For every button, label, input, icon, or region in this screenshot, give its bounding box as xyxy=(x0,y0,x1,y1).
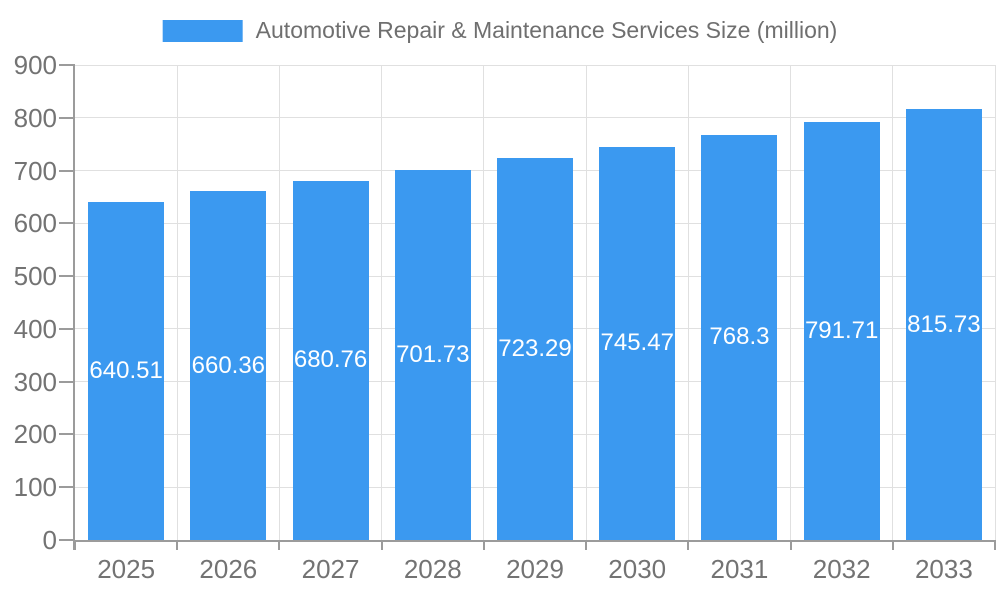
y-tick xyxy=(59,327,75,330)
y-tick-label: 300 xyxy=(13,366,57,397)
x-tick xyxy=(482,542,485,550)
x-tick-label: 2031 xyxy=(710,554,769,584)
legend-swatch xyxy=(162,19,243,42)
v-gridline xyxy=(483,65,485,540)
y-tick xyxy=(59,64,75,66)
y-tick-label: 600 xyxy=(13,208,57,239)
x-tick xyxy=(278,542,281,550)
x-tick xyxy=(994,542,996,550)
bar[interactable]: 660.36 xyxy=(190,191,267,540)
bar[interactable]: 791.71 xyxy=(803,122,880,540)
v-gridline xyxy=(176,65,178,540)
x-tick-label: 2025 xyxy=(97,554,156,584)
x-tick xyxy=(74,542,76,550)
h-gridline xyxy=(75,117,995,119)
bar[interactable]: 745.47 xyxy=(599,146,676,540)
v-gridline xyxy=(892,65,894,540)
x-axis-line xyxy=(73,540,996,542)
h-gridline xyxy=(75,64,995,66)
x-tick-label: 2026 xyxy=(199,554,258,584)
y-tick xyxy=(59,275,75,278)
bar-value-label: 768.3 xyxy=(709,323,770,351)
bar[interactable]: 701.73 xyxy=(394,169,471,540)
x-tick xyxy=(585,542,588,550)
bar-value-label: 723.29 xyxy=(498,335,572,363)
v-gridline xyxy=(381,65,383,540)
y-axis-line xyxy=(73,65,75,550)
y-tick-label: 500 xyxy=(13,261,57,292)
bar-value-label: 640.51 xyxy=(89,356,163,384)
bar-value-label: 660.36 xyxy=(191,351,266,379)
y-tick xyxy=(59,380,75,383)
bar[interactable]: 640.51 xyxy=(88,201,165,540)
v-gridline xyxy=(687,65,689,540)
x-tick-label: 2029 xyxy=(506,554,564,584)
x-tick xyxy=(789,542,792,550)
y-tick-label: 900 xyxy=(13,50,57,80)
x-tick xyxy=(891,542,894,550)
y-tick xyxy=(59,222,75,225)
y-tick xyxy=(59,433,75,436)
y-tick xyxy=(59,116,75,119)
bar[interactable]: 768.3 xyxy=(701,134,778,540)
y-tick xyxy=(59,169,75,172)
y-tick xyxy=(59,486,75,489)
bar-value-label: 791.71 xyxy=(804,317,879,345)
y-tick-label: 800 xyxy=(13,102,57,133)
x-tick-label: 2028 xyxy=(403,554,462,584)
v-gridline xyxy=(994,65,996,540)
v-gridline xyxy=(278,65,280,540)
bar[interactable]: 723.29 xyxy=(497,158,573,540)
x-tick xyxy=(380,542,383,550)
x-tick-label: 2033 xyxy=(914,554,973,584)
v-gridline xyxy=(790,65,792,540)
bar-value-label: 701.73 xyxy=(396,340,470,368)
bar-value-label: 680.76 xyxy=(293,346,368,374)
x-tick-label: 2027 xyxy=(301,554,360,584)
y-tick xyxy=(59,539,75,541)
y-tick-label: 200 xyxy=(13,419,57,450)
bar-value-label: 815.73 xyxy=(907,310,981,338)
y-tick-label: 700 xyxy=(13,155,57,186)
legend-label: Automotive Repair & Maintenance Services… xyxy=(255,17,838,43)
bar[interactable]: 815.73 xyxy=(905,109,982,540)
y-tick-label: 0 xyxy=(42,525,57,555)
bar-value-label: 745.47 xyxy=(600,329,674,357)
x-tick-label: 2030 xyxy=(608,554,667,584)
legend[interactable]: Automotive Repair & Maintenance Services… xyxy=(162,17,838,44)
y-tick-label: 100 xyxy=(13,472,57,503)
bar[interactable]: 680.76 xyxy=(292,180,369,540)
x-tick xyxy=(687,542,690,550)
x-tick-label: 2032 xyxy=(812,554,871,584)
y-tick-label: 400 xyxy=(13,313,57,344)
v-gridline xyxy=(585,65,587,540)
x-tick xyxy=(176,542,179,550)
